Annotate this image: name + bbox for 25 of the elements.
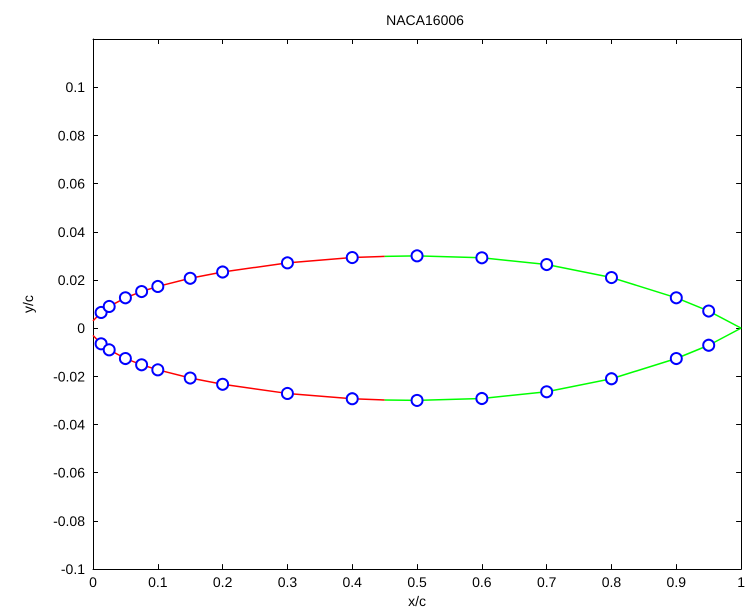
y-tick-label: -0.04	[53, 416, 86, 433]
x-tick-label: 0.9	[666, 574, 686, 590]
y-tick-label: 0.08	[58, 127, 86, 144]
x-axis-title: x/c	[408, 593, 426, 609]
y-tick-label: 0	[77, 320, 86, 336]
x-tick-label: 0.4	[342, 574, 362, 590]
y-tick-label: 0.04	[58, 224, 86, 240]
y-tick-label: -0.08	[53, 512, 86, 529]
x-tick-label: 0.3	[278, 574, 298, 590]
y-tick-label: -0.02	[53, 368, 86, 384]
y-axis-title: y/c	[20, 295, 36, 313]
y-tick-label: 0.06	[58, 176, 86, 192]
x-tick-label: 0.2	[212, 574, 233, 590]
x-tick-label: 0.5	[407, 574, 427, 590]
chart-title: NACA16006	[386, 12, 464, 28]
y-tick-label: -0.1	[60, 561, 86, 578]
x-tick-label: 0.1	[148, 574, 168, 590]
y-tick-label: -0.06	[53, 464, 86, 481]
x-tick-label: 0.8	[602, 574, 622, 590]
x-tick-label: 0.7	[536, 574, 557, 590]
x-tick-label: 1	[737, 574, 746, 590]
x-tick-label: 0.6	[472, 574, 492, 590]
y-tick-label: 0.1	[66, 79, 86, 96]
y-tick-label: 0.02	[58, 272, 86, 288]
x-tick-label: 0	[89, 574, 98, 590]
